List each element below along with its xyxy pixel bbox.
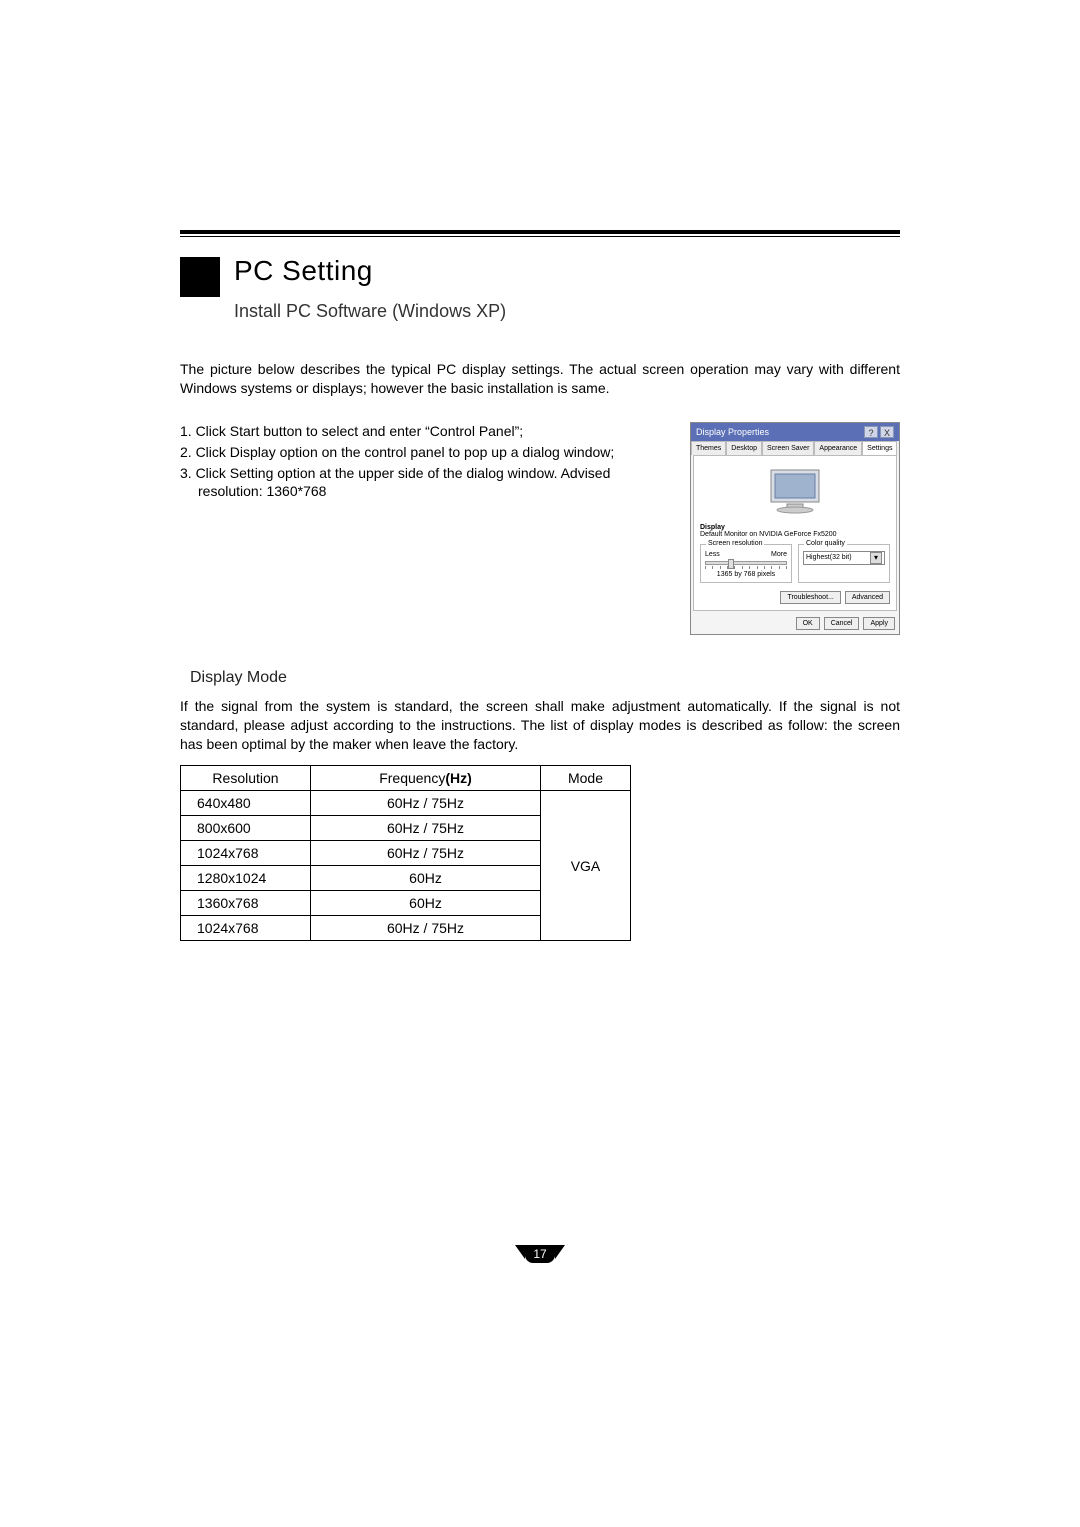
col-resolution: Resolution [181, 766, 311, 791]
cell-freq: 60Hz [311, 866, 541, 891]
dialog-body: Display Default Monitor on NVIDIA GeForc… [693, 455, 897, 611]
ok-button[interactable]: OK [796, 617, 820, 630]
resolution-slider[interactable] [705, 561, 787, 565]
help-icon[interactable]: ? [864, 426, 878, 438]
display-properties-dialog: Display Properties ? X Themes Desktop Sc… [690, 422, 900, 635]
tab-screensaver[interactable]: Screen Saver [762, 441, 814, 455]
page-title: PC Setting [234, 255, 506, 287]
advanced-button[interactable]: Advanced [845, 591, 890, 604]
tab-appearance[interactable]: Appearance [814, 441, 862, 455]
display-label: Display [700, 524, 890, 531]
page-number-container: 17 [0, 1245, 1080, 1263]
step-1: 1. Click Start button to select and ente… [180, 422, 670, 441]
tab-desktop[interactable]: Desktop [726, 441, 762, 455]
cell-res: 1024x768 [181, 841, 311, 866]
cancel-button[interactable]: Cancel [824, 617, 860, 630]
cell-res: 1024x768 [181, 916, 311, 941]
dialog-buttons: OK Cancel Apply [691, 613, 899, 634]
col-mode: Mode [541, 766, 631, 791]
display-mode-heading: Display Mode [190, 669, 900, 687]
monitor-icon [700, 468, 890, 514]
cell-mode: VGA [541, 791, 631, 941]
cell-freq: 60Hz [311, 891, 541, 916]
display-mode-paragraph: If the signal from the system is standar… [180, 697, 900, 754]
dialog-tabs: Themes Desktop Screen Saver Appearance S… [691, 441, 899, 455]
step-2: 2. Click Display option on the control p… [180, 443, 670, 462]
res-more-label: More [771, 551, 787, 558]
rule-thin [180, 236, 900, 237]
cell-res: 1360x768 [181, 891, 311, 916]
res-less-label: Less [705, 551, 720, 558]
step-3: 3. Click Setting option at the upper sid… [180, 464, 670, 502]
slider-ticks [705, 566, 787, 569]
color-fieldset: Color quality Highest(32 bit) ▾ [798, 544, 890, 583]
resolution-fieldset: Screen resolution Less More 1365 by 768 … [700, 544, 792, 583]
cell-freq: 60Hz / 75Hz [311, 841, 541, 866]
resolution-legend: Screen resolution [706, 540, 764, 547]
troubleshoot-button[interactable]: Troubleshoot... [780, 591, 840, 604]
table-header-row: Resolution Frequency(Hz) Mode [181, 766, 631, 791]
cell-freq: 60Hz / 75Hz [311, 791, 541, 816]
col-frequency: Frequency(Hz) [311, 766, 541, 791]
page-number: 17 [525, 1245, 554, 1263]
rule-thick [180, 230, 900, 234]
dialog-title-text: Display Properties [696, 427, 769, 437]
color-legend: Color quality [804, 540, 847, 547]
col-frequency-unit: (Hz) [445, 770, 471, 786]
display-mode-table: Resolution Frequency(Hz) Mode 640x480 60… [180, 765, 631, 941]
display-value: Default Monitor on NVIDIA GeForce Fx5200 [700, 531, 890, 538]
cell-freq: 60Hz / 75Hz [311, 816, 541, 841]
tab-settings[interactable]: Settings [862, 441, 897, 455]
chevron-down-icon[interactable]: ▾ [870, 552, 882, 564]
resolution-caption: 1365 by 768 pixels [705, 571, 787, 578]
dialog-titlebar: Display Properties ? X [691, 423, 899, 441]
cell-freq: 60Hz / 75Hz [311, 916, 541, 941]
table-row: 640x480 60Hz / 75Hz VGA [181, 791, 631, 816]
color-value: Highest(32 bit) [806, 554, 852, 561]
apply-button[interactable]: Apply [863, 617, 895, 630]
title-row: PC Setting Install PC Software (Windows … [180, 255, 900, 322]
close-icon[interactable]: X [880, 426, 894, 438]
cell-res: 640x480 [181, 791, 311, 816]
col-frequency-label: Frequency [379, 770, 445, 786]
page-subtitle: Install PC Software (Windows XP) [234, 301, 506, 322]
cell-res: 1280x1024 [181, 866, 311, 891]
slider-thumb-icon[interactable] [728, 559, 734, 569]
color-dropdown[interactable]: Highest(32 bit) ▾ [803, 551, 885, 565]
cell-res: 800x600 [181, 816, 311, 841]
tab-themes[interactable]: Themes [691, 441, 726, 455]
install-steps: 1. Click Start button to select and ente… [180, 422, 670, 635]
title-bullet-icon [180, 257, 220, 297]
intro-paragraph: The picture below describes the typical … [180, 360, 900, 398]
